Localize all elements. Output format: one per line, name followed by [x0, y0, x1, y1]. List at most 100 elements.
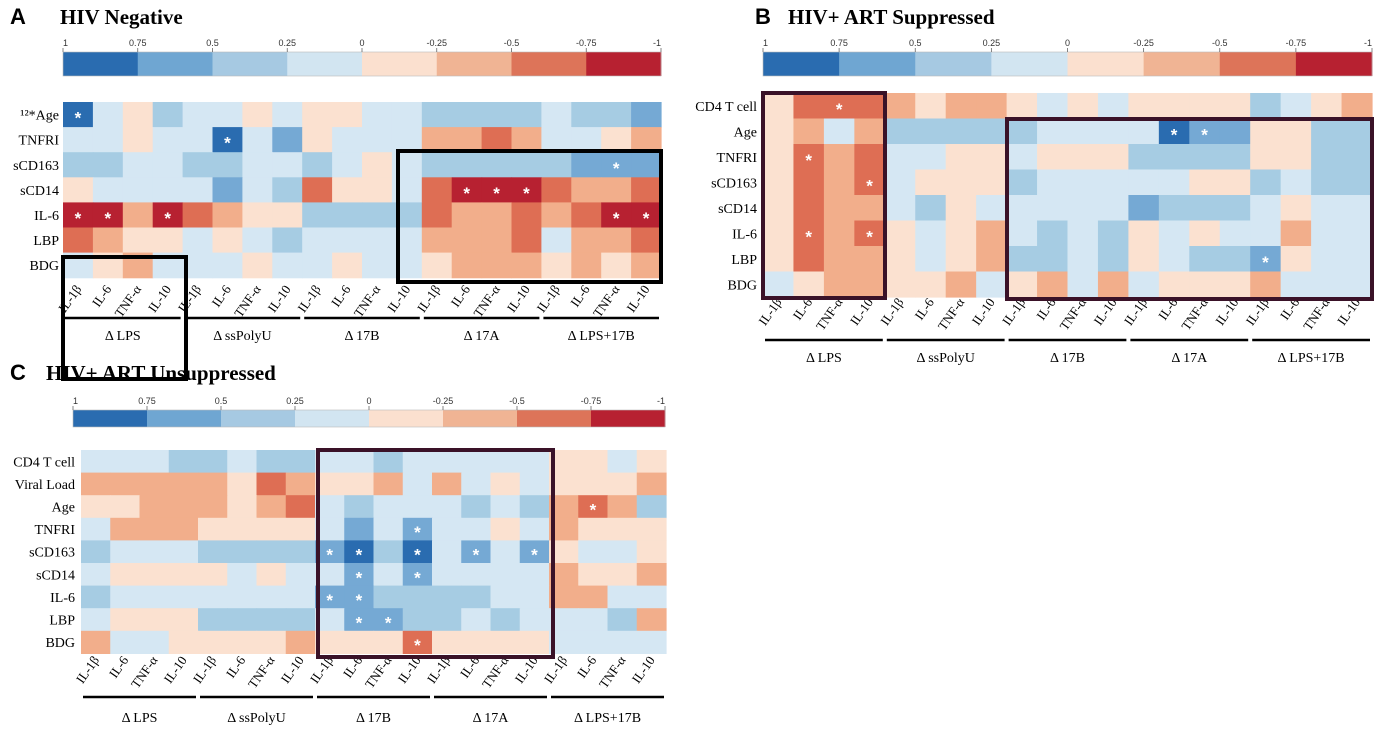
panel-c-colorbar-segment — [73, 410, 148, 427]
panel-c-colorbar-tick-label: -0.5 — [509, 396, 525, 406]
panel-c-heatmap-cell — [285, 585, 316, 609]
panel-c-heatmap-cell — [139, 585, 170, 609]
panel-c-heatmap-cell — [198, 450, 228, 474]
panel-c-heatmap-cell — [285, 540, 316, 564]
panel-c-colorbar-segment — [591, 410, 666, 427]
panel-a-heatmap-cell — [601, 127, 632, 153]
panel-b-heatmap-cell — [1341, 144, 1373, 171]
panel-a-heatmap-cell — [631, 102, 662, 128]
panel-a-heatmap-cell — [451, 177, 483, 203]
panel-c-heatmap-cell — [636, 585, 667, 609]
panel-c-heatmap-cell — [578, 450, 609, 474]
panel-c-heatmap-cell — [402, 517, 433, 541]
panel-a-heatmap-cell — [571, 127, 602, 153]
panel-b-row-label: TNFRI — [717, 151, 758, 166]
panel-b-heatmap-cell — [945, 118, 977, 145]
panel-a-heatmap-cell — [481, 127, 513, 153]
panel-a-heatmap-cell — [362, 177, 393, 203]
panel-c-heatmap-cell — [578, 608, 609, 632]
panel-c-heatmap-cell — [402, 585, 433, 609]
panel-b-heatmap-cell — [1037, 195, 1069, 222]
panel-c-significance-star: * — [356, 568, 363, 587]
panel-c-column-label: IL-6 — [574, 653, 600, 681]
panel-b-heatmap-cell — [1341, 118, 1373, 145]
panel-c-significance-star: * — [414, 636, 421, 655]
panel-a-heatmap-cell — [421, 252, 453, 279]
panel-b-heatmap-cell — [823, 169, 855, 196]
panel-a-significance-star: * — [463, 184, 470, 203]
panel-c-heatmap-cell — [636, 540, 667, 564]
panel-a-heatmap-cell — [421, 177, 453, 203]
panel-c-heatmap-cell — [198, 630, 228, 654]
panel-a-significance-star: * — [523, 184, 530, 203]
panel-c-heatmap-cell — [285, 472, 316, 496]
panel-c-heatmap-cell — [607, 517, 638, 541]
panel-a-heatmap-cell — [63, 152, 94, 178]
panel-b-heatmap-cell — [1037, 144, 1069, 171]
panel-b-heatmap-cell — [976, 195, 1008, 222]
panel-b-colorbar-tick-label: -0.25 — [1133, 38, 1154, 48]
panel-b-group-label: Δ 17B — [1050, 351, 1085, 366]
panel-c-heatmap-cell — [344, 563, 375, 587]
panel-a-heatmap-cell — [541, 177, 572, 203]
panel-c-title: HIV+ ART Unsuppressed — [46, 361, 276, 385]
panel-c-heatmap-cell — [490, 517, 521, 541]
panel-c-colorbar-tick-label: -1 — [657, 396, 665, 406]
panel-c-heatmap-cell — [402, 450, 433, 474]
panel-b-heatmap-cell — [1037, 93, 1069, 120]
panel-a-heatmap-cell — [451, 152, 483, 178]
panel-a-heatmap-cell — [302, 127, 333, 153]
panel-c-heatmap-cell — [432, 540, 462, 564]
panel-c-heatmap-cell — [636, 630, 667, 654]
panel-b-heatmap-cell — [945, 271, 977, 298]
panel-c-column-label: IL-10 — [161, 653, 190, 686]
panel-a-heatmap-cell — [92, 177, 124, 203]
panel-c-heatmap-cell — [461, 495, 492, 519]
panel-c-heatmap-cell — [461, 630, 492, 654]
panel-b-heatmap-cell — [1341, 169, 1373, 196]
panel-b-row-label: IL-6 — [732, 227, 757, 242]
panel-b-significance-star: * — [866, 227, 873, 246]
panel-c-heatmap-cell — [227, 585, 258, 609]
panel-c-heatmap-cell — [139, 608, 170, 632]
panel-b-heatmap-cell — [1189, 220, 1221, 247]
panel-c-heatmap-cell — [636, 563, 667, 587]
panel-a-colorbar-tick-label: 1 — [63, 38, 68, 48]
panel-c-heatmap-cell — [198, 495, 228, 519]
panel-c-group-label: Δ LPS+17B — [574, 711, 641, 726]
panel-b-heatmap-cell — [1219, 93, 1251, 120]
panel-c-heatmap-cell — [139, 563, 170, 587]
panel-c-significance-star: * — [356, 546, 363, 565]
panel-a-heatmap-cell — [511, 177, 542, 203]
panel-c-heatmap-cell — [110, 585, 141, 609]
panel-c-heatmap-cell — [549, 630, 579, 654]
panel-c-significance-star: * — [385, 614, 392, 633]
panel-c-heatmap-cell — [549, 540, 579, 564]
panel-b-heatmap-cell — [1250, 246, 1282, 273]
panel-b-colorbar — [762, 51, 1373, 77]
panel-a-heatmap-cell — [631, 177, 662, 203]
panel-c-heatmap-cell — [81, 540, 111, 564]
panel-a-colorbar-segment — [287, 52, 363, 76]
panel-b-significance-marks: * * * * * * * * — [805, 100, 1269, 272]
panel-c-heatmap-cell — [636, 472, 667, 496]
panel-a-heatmap-cell — [391, 127, 423, 153]
panel-a-column-label: IL-6 — [448, 282, 474, 310]
panel-b-heatmap-cell — [915, 144, 947, 171]
panel-c-heatmap-cell — [81, 450, 111, 474]
panel-b-heatmap-cell — [945, 144, 977, 171]
panel-c-heatmap-cell — [519, 563, 550, 587]
panel-b-heatmap-cell — [823, 144, 855, 171]
panel-c-heatmap-cell — [81, 608, 111, 632]
panel-a-heatmap-cell — [332, 127, 363, 153]
panel-c-row-labels: CD4 T cell Viral Load Age TNFRI sCD163 sCD14 I… — [13, 455, 75, 651]
panel-c-heatmap-cell — [636, 608, 667, 632]
panel-c-heatmap-cell — [110, 563, 141, 587]
panel-c-colorbar-tick-label: 0.25 — [286, 396, 304, 406]
panel-c-heatmap-cell — [461, 563, 492, 587]
panel-c-heatmap-cell — [432, 630, 462, 654]
panel-c-row-label: Viral Load — [15, 478, 75, 493]
panel-b-heatmap-cells — [763, 93, 1373, 298]
panel-a-group-labels: Δ LPS Δ ssPolyU Δ 17B Δ 17A Δ LPS+17B — [65, 316, 659, 344]
panel-a-heatmap-cell — [481, 252, 513, 279]
